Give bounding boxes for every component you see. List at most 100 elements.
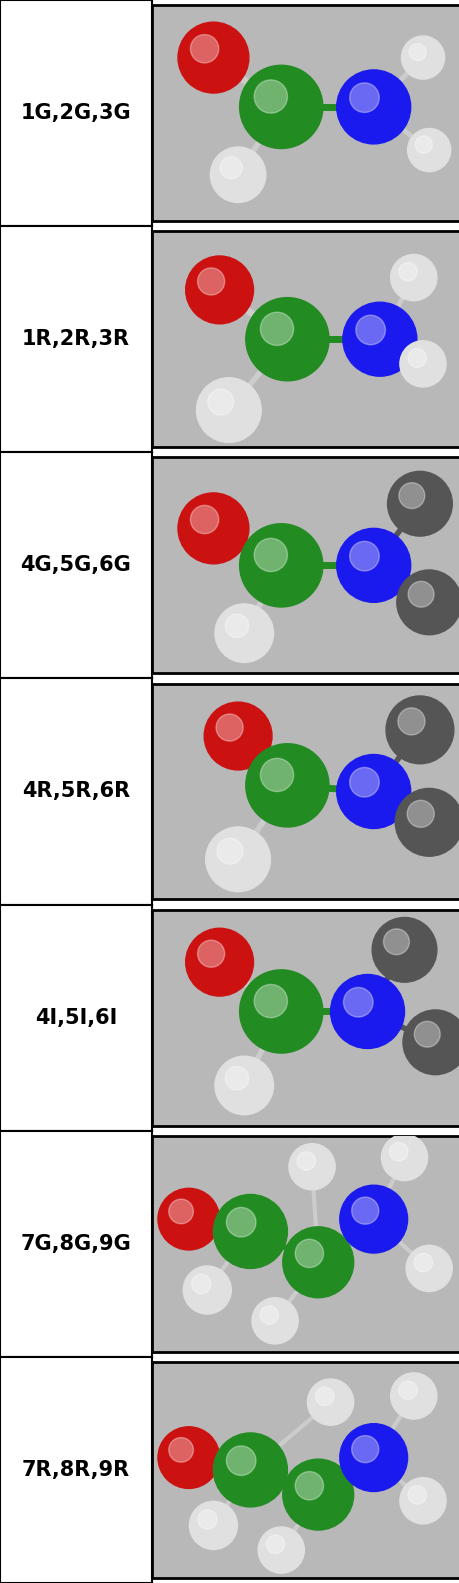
Circle shape bbox=[245, 744, 328, 826]
Circle shape bbox=[259, 1306, 278, 1325]
Circle shape bbox=[399, 340, 445, 386]
Circle shape bbox=[339, 1423, 407, 1491]
Circle shape bbox=[336, 70, 410, 144]
Circle shape bbox=[396, 570, 459, 635]
Circle shape bbox=[402, 1010, 459, 1075]
Circle shape bbox=[197, 1510, 217, 1529]
Circle shape bbox=[407, 1486, 425, 1504]
Circle shape bbox=[245, 298, 328, 382]
Text: 4I,5I,6I: 4I,5I,6I bbox=[35, 1008, 117, 1027]
Circle shape bbox=[295, 1239, 323, 1268]
Text: 1G,2G,3G: 1G,2G,3G bbox=[21, 103, 131, 123]
Circle shape bbox=[351, 1436, 378, 1463]
Circle shape bbox=[204, 703, 271, 769]
Circle shape bbox=[214, 1056, 273, 1114]
Circle shape bbox=[398, 263, 416, 282]
Circle shape bbox=[307, 1379, 353, 1425]
Text: 7R,8R,9R: 7R,8R,9R bbox=[22, 1460, 130, 1480]
Circle shape bbox=[315, 1387, 333, 1406]
Circle shape bbox=[254, 985, 287, 1018]
Circle shape bbox=[213, 1195, 287, 1268]
Circle shape bbox=[252, 1298, 297, 1344]
Circle shape bbox=[339, 1186, 407, 1254]
Circle shape bbox=[385, 697, 453, 763]
Circle shape bbox=[371, 918, 436, 981]
Circle shape bbox=[190, 35, 218, 63]
Circle shape bbox=[336, 529, 410, 603]
Circle shape bbox=[297, 1152, 315, 1170]
Circle shape bbox=[239, 65, 322, 149]
Circle shape bbox=[225, 1067, 248, 1089]
Circle shape bbox=[389, 1143, 407, 1160]
Text: 4G,5G,6G: 4G,5G,6G bbox=[21, 556, 131, 575]
Circle shape bbox=[282, 1227, 353, 1298]
Circle shape bbox=[390, 1372, 436, 1418]
Circle shape bbox=[213, 1433, 287, 1507]
Circle shape bbox=[226, 1445, 255, 1475]
Circle shape bbox=[185, 928, 253, 996]
Circle shape bbox=[355, 315, 385, 345]
Circle shape bbox=[349, 82, 378, 112]
Circle shape bbox=[408, 44, 425, 60]
Circle shape bbox=[349, 541, 378, 571]
Circle shape bbox=[254, 538, 287, 571]
Circle shape bbox=[390, 255, 436, 301]
Circle shape bbox=[168, 1437, 193, 1463]
Circle shape bbox=[343, 988, 372, 1016]
Circle shape bbox=[349, 768, 378, 798]
Circle shape bbox=[383, 929, 409, 955]
Circle shape bbox=[178, 22, 248, 93]
Circle shape bbox=[225, 614, 248, 638]
Circle shape bbox=[351, 1197, 378, 1224]
Circle shape bbox=[398, 483, 424, 508]
Circle shape bbox=[210, 147, 265, 203]
Circle shape bbox=[239, 524, 322, 606]
Circle shape bbox=[405, 1246, 451, 1292]
Circle shape bbox=[394, 788, 459, 856]
Circle shape bbox=[260, 312, 293, 345]
Text: 1R,2R,3R: 1R,2R,3R bbox=[22, 329, 129, 350]
Circle shape bbox=[214, 603, 273, 662]
Circle shape bbox=[288, 1143, 335, 1190]
Circle shape bbox=[191, 1274, 210, 1293]
Circle shape bbox=[407, 581, 433, 608]
Circle shape bbox=[196, 378, 261, 443]
Circle shape bbox=[157, 1426, 219, 1488]
Circle shape bbox=[387, 472, 451, 537]
Circle shape bbox=[257, 1528, 304, 1574]
Circle shape bbox=[190, 505, 218, 533]
Circle shape bbox=[217, 839, 242, 864]
Circle shape bbox=[254, 79, 287, 112]
Circle shape bbox=[168, 1198, 193, 1224]
Circle shape bbox=[414, 136, 431, 154]
Circle shape bbox=[183, 1266, 231, 1314]
Circle shape bbox=[219, 157, 242, 179]
Circle shape bbox=[282, 1460, 353, 1531]
Circle shape bbox=[336, 755, 410, 828]
Circle shape bbox=[407, 128, 450, 171]
Circle shape bbox=[407, 348, 425, 367]
Circle shape bbox=[413, 1254, 432, 1271]
Circle shape bbox=[397, 708, 424, 735]
Circle shape bbox=[260, 758, 293, 792]
Circle shape bbox=[197, 940, 224, 967]
Circle shape bbox=[414, 1021, 439, 1046]
Circle shape bbox=[189, 1501, 237, 1550]
Circle shape bbox=[185, 256, 253, 325]
Circle shape bbox=[406, 801, 433, 828]
Circle shape bbox=[239, 970, 322, 1053]
Circle shape bbox=[197, 268, 224, 294]
Text: 4R,5R,6R: 4R,5R,6R bbox=[22, 782, 130, 801]
Circle shape bbox=[216, 714, 243, 741]
Circle shape bbox=[401, 36, 444, 79]
Text: 7G,8G,9G: 7G,8G,9G bbox=[21, 1233, 131, 1254]
Circle shape bbox=[381, 1135, 427, 1181]
Circle shape bbox=[205, 826, 270, 891]
Circle shape bbox=[266, 1536, 284, 1553]
Circle shape bbox=[207, 389, 233, 415]
Circle shape bbox=[157, 1189, 219, 1251]
Circle shape bbox=[295, 1472, 323, 1501]
Circle shape bbox=[399, 1477, 445, 1524]
Circle shape bbox=[226, 1208, 255, 1236]
Circle shape bbox=[330, 975, 403, 1048]
